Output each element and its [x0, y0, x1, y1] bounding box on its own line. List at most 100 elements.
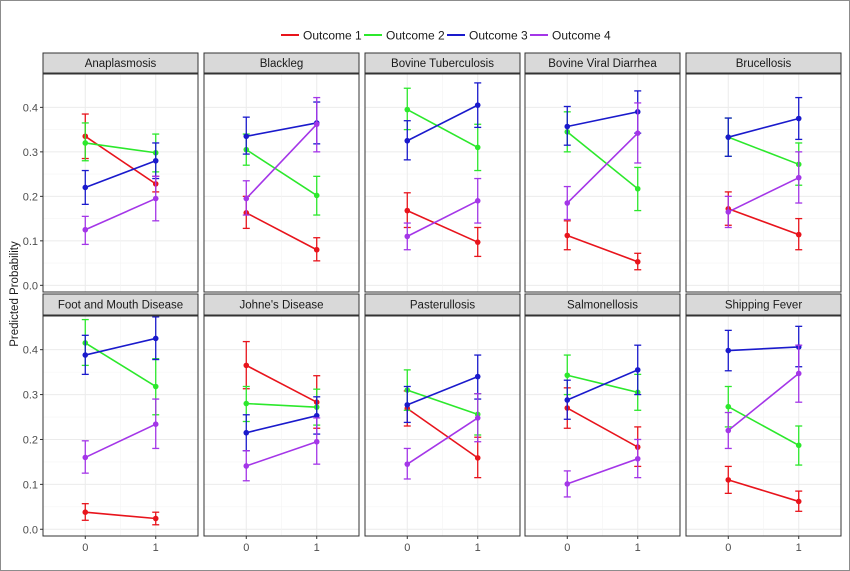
- series-outcome-4: [81, 398, 160, 474]
- series-line: [567, 111, 638, 128]
- panel-strip: [524, 52, 681, 74]
- series-outcome-1: [563, 220, 642, 271]
- panel-title: Bovine Tuberculosis: [391, 58, 494, 70]
- series-outcome-3: [81, 142, 160, 206]
- data-point: [474, 455, 481, 461]
- panel-pasterullosis: Pasterullosis 0 1: [364, 293, 521, 554]
- data-point: [313, 192, 320, 199]
- series-outcome-3: [81, 316, 160, 376]
- series-line: [727, 208, 800, 236]
- data-point: [795, 231, 802, 238]
- series-line: [727, 372, 800, 432]
- series-line: [406, 200, 479, 238]
- x-tick-label: 1: [153, 542, 159, 554]
- y-tick-label: 0.3: [23, 147, 38, 159]
- series-line: [406, 375, 479, 406]
- data-point: [725, 209, 732, 215]
- panel-shipping-fever: Shipping Fever 0 1: [685, 293, 842, 554]
- panel-title: Salmonellosis: [567, 300, 638, 312]
- data-point: [725, 347, 732, 354]
- data-point: [634, 130, 641, 136]
- data-point: [474, 144, 481, 151]
- data-point: [82, 352, 89, 358]
- series-line: [245, 123, 318, 200]
- series-line: [728, 479, 799, 503]
- series-line: [246, 402, 317, 408]
- data-point: [243, 195, 250, 202]
- series-line: [84, 423, 157, 459]
- panel-border: [685, 73, 842, 293]
- y-tick-label: 0.0: [23, 524, 38, 536]
- series-outcome-4: [563, 438, 642, 498]
- data-point: [634, 455, 641, 462]
- series-line: [85, 511, 156, 520]
- panel-strip: [364, 293, 521, 316]
- series-outcome-4: [563, 102, 642, 221]
- data-point: [404, 402, 411, 408]
- data-point: [243, 400, 250, 407]
- series-line: [566, 234, 639, 263]
- x-tick-label: 0: [243, 542, 249, 554]
- panel-bovine-viral-diarrhea: Bovine Viral Diarrhea: [524, 52, 681, 293]
- data-point: [313, 438, 320, 445]
- data-point: [152, 335, 159, 342]
- data-point: [795, 498, 802, 505]
- panel-border: [203, 315, 360, 537]
- data-point: [795, 174, 802, 181]
- data-point: [725, 134, 732, 140]
- series-outcome-4: [242, 417, 321, 482]
- data-point: [152, 195, 159, 202]
- x-tick-label: 1: [314, 542, 320, 554]
- panel-strip: [524, 293, 681, 316]
- series-outcome-1: [403, 192, 482, 258]
- data-point: [474, 415, 481, 421]
- series-line: [245, 148, 318, 197]
- panel-foot-and-mouth-disease: Foot and Mouth Disease 0.0 0.1 0.2 0.3 0.4 0 1: [23, 293, 199, 554]
- panel-title: Brucellosis: [736, 58, 792, 70]
- series-line: [245, 364, 318, 403]
- data-point: [82, 140, 89, 146]
- series-line: [246, 414, 317, 434]
- panel-strip: [42, 293, 199, 316]
- series-line: [406, 417, 479, 465]
- legend-item-outcome-2: Outcome 2: [364, 29, 445, 43]
- data-point: [634, 185, 641, 192]
- panel-title: Johne's Disease: [239, 300, 323, 312]
- legend: Outcome 1 Outcome 2 Outcome 3 Outcome 4: [281, 29, 611, 43]
- x-tick-label: 0: [725, 542, 731, 554]
- data-point: [313, 412, 320, 419]
- data-point: [564, 123, 571, 130]
- y-tick-label: 0.4: [23, 102, 38, 114]
- series-line: [727, 136, 800, 166]
- data-point: [474, 373, 481, 380]
- data-point: [82, 184, 89, 191]
- data-point: [725, 427, 732, 434]
- series-line: [245, 212, 318, 251]
- y-tick-label: 0.2: [23, 191, 38, 203]
- data-point: [564, 200, 571, 206]
- panel-title: Pasterullosis: [410, 300, 475, 312]
- series-line: [407, 389, 478, 416]
- data-point: [243, 133, 250, 140]
- panel-strip: [42, 52, 199, 74]
- panel-strip: [685, 293, 842, 316]
- x-tick-label: 1: [475, 542, 481, 554]
- panel-border: [203, 73, 360, 293]
- data-point: [82, 226, 89, 233]
- data-point: [404, 106, 411, 113]
- panel-border: [364, 73, 521, 293]
- data-point: [474, 239, 481, 245]
- series-outcome-4: [81, 175, 160, 246]
- y-tick-label: 0.1: [23, 236, 38, 248]
- data-point: [152, 421, 159, 428]
- panel-blackleg: Blackleg: [203, 52, 360, 293]
- legend-label: Outcome 4: [552, 29, 611, 43]
- x-tick-label: 0: [404, 542, 410, 554]
- series-line: [406, 104, 479, 142]
- y-tick-label: 0.4: [23, 345, 38, 357]
- legend-label: Outcome 2: [386, 29, 445, 43]
- panel-border: [524, 315, 681, 537]
- panel-border: [42, 73, 199, 293]
- panel-anaplasmosis: Anaplasmosis 0.0 0.1 0.2 0.3 0.4: [23, 52, 199, 293]
- series-line: [84, 160, 157, 189]
